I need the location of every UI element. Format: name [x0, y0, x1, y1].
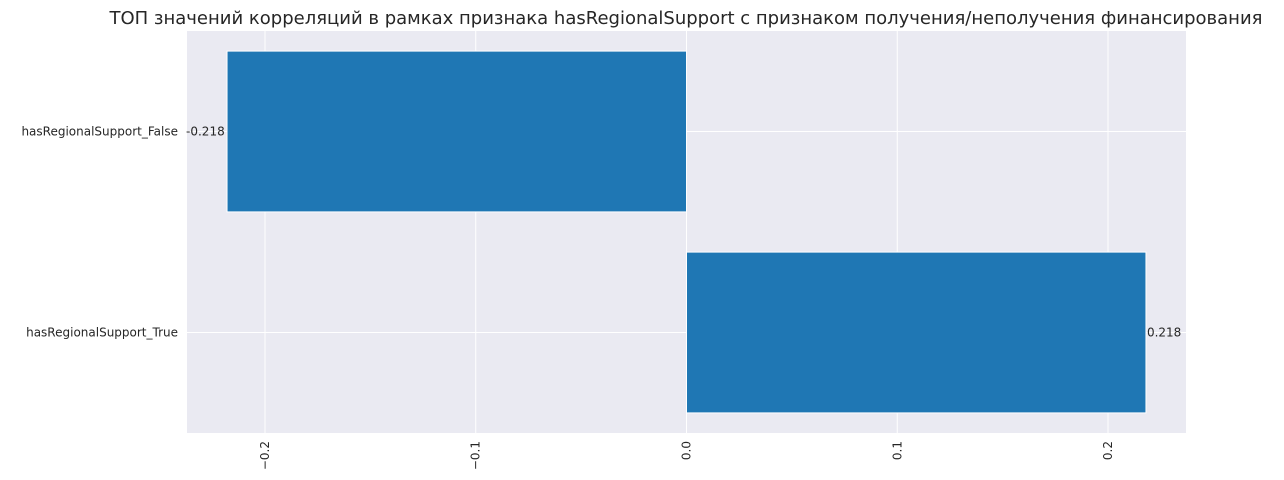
data-labels: -0.218 0.218: [186, 125, 1181, 340]
x-tick-labels: −0.2 −0.1 0.0 0.1 0.2: [258, 441, 1115, 470]
bar-hasRegionalSupport_True: [686, 251, 1147, 414]
y-tick-label: hasRegionalSupport_False: [21, 125, 178, 139]
x-tick-label: −0.2: [258, 441, 272, 470]
bars: [226, 50, 1147, 414]
x-tick-label: −0.1: [469, 441, 483, 470]
chart-title: ТОП значений корреляций в рамках признак…: [109, 8, 1263, 29]
x-tick-label: 0.2: [1101, 441, 1115, 460]
y-tick-label: hasRegionalSupport_True: [26, 326, 178, 340]
data-label: -0.218: [186, 125, 225, 139]
x-tick-label: 0.1: [890, 441, 904, 460]
bar-hasRegionalSupport_False: [226, 50, 687, 213]
data-label: 0.218: [1147, 326, 1181, 340]
y-tick-labels: hasRegionalSupport_False hasRegionalSuppo…: [21, 125, 178, 340]
x-tick-label: 0.0: [680, 441, 694, 460]
